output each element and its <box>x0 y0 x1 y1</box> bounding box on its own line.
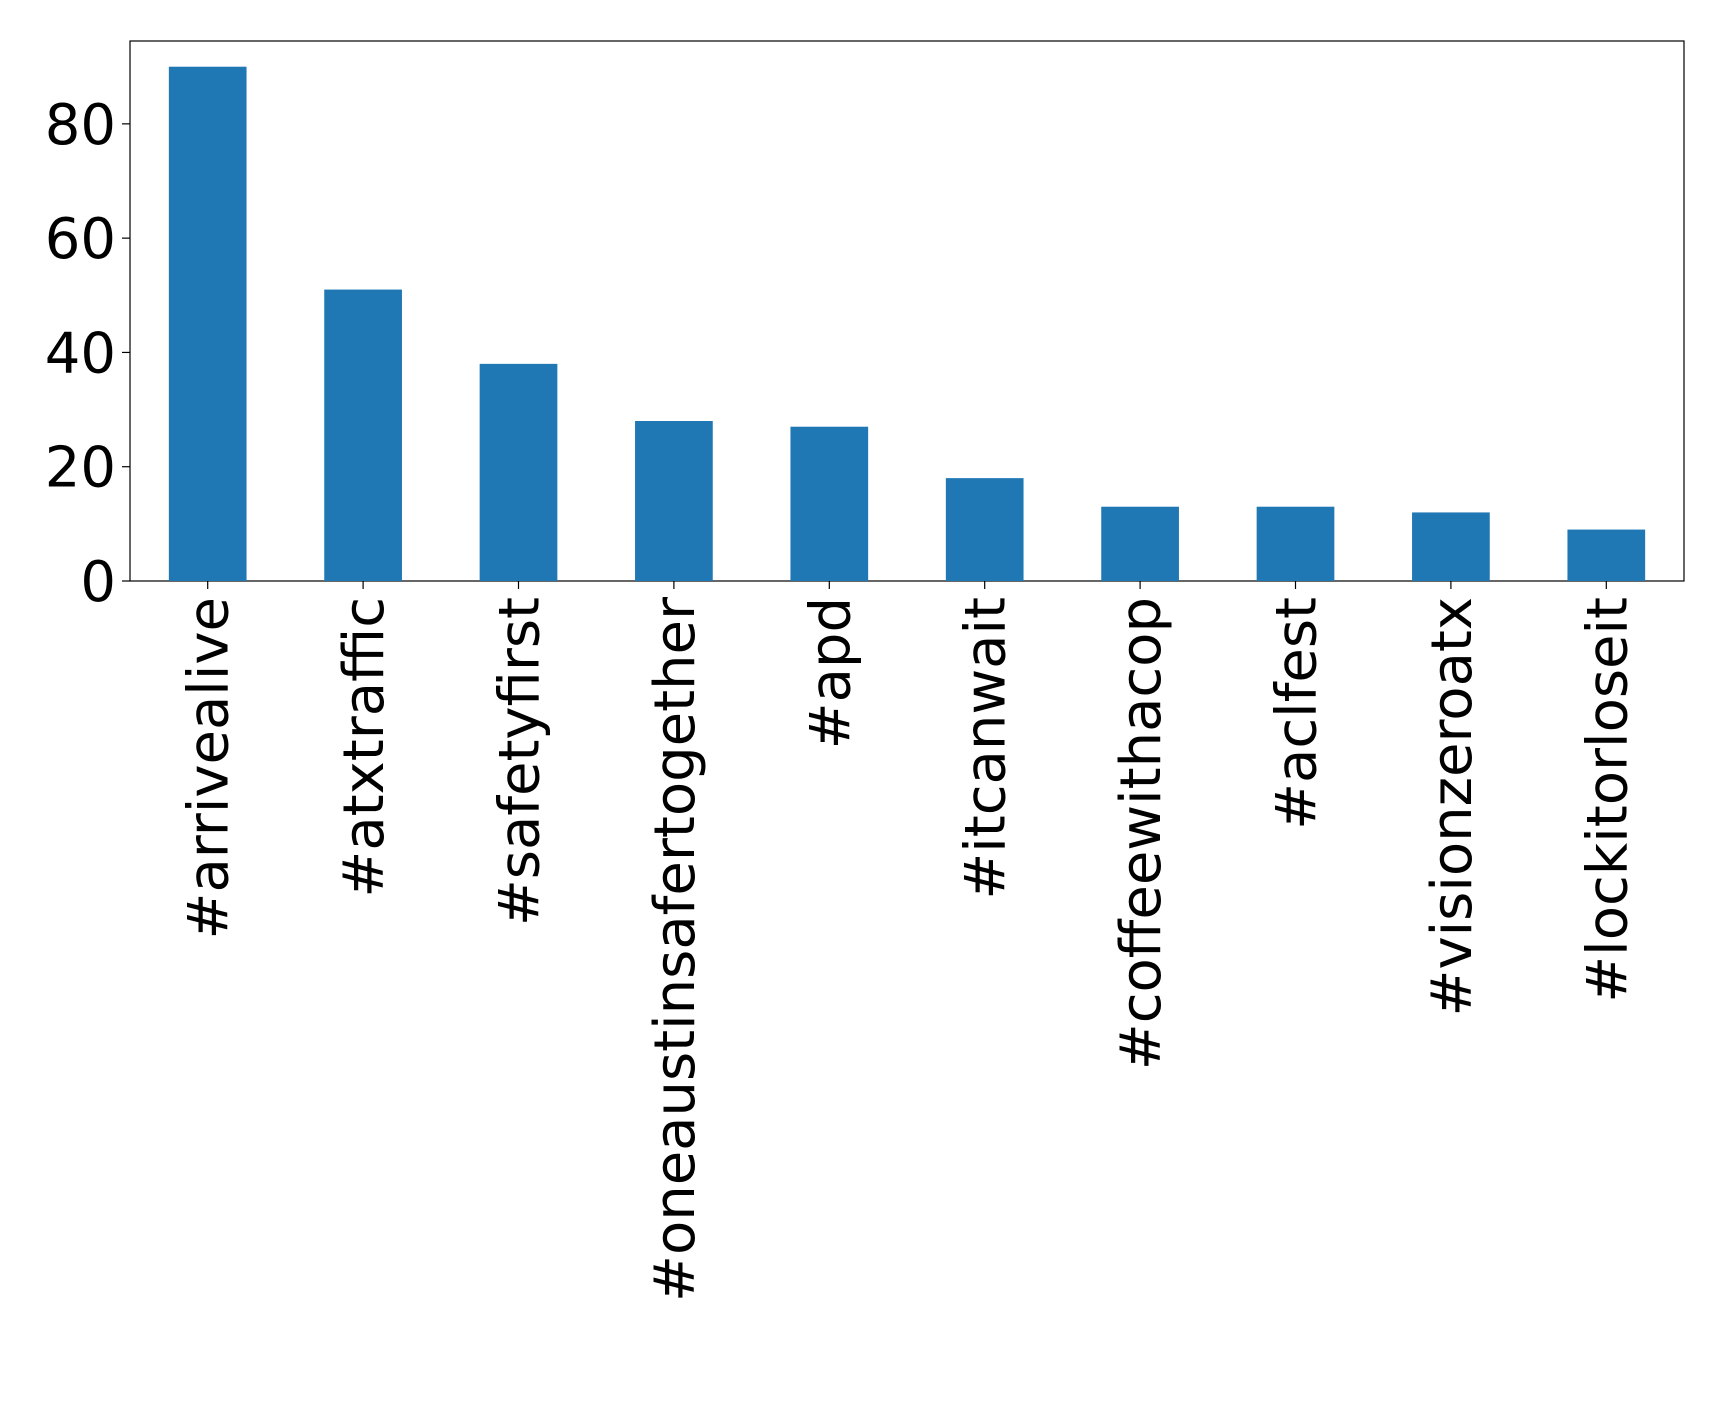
y-tick-label: 40 <box>45 321 116 386</box>
x-tick-label: #safetyfirst <box>488 597 553 926</box>
bar <box>635 421 713 581</box>
y-tick-label: 20 <box>45 436 116 501</box>
x-tick-label: #oneaustinsafertogether <box>643 596 708 1302</box>
x-tick-label: #aclfest <box>1265 597 1330 830</box>
x-tick-label: #visionzeroatx <box>1420 597 1485 1016</box>
x-tick-label: #apd <box>798 597 863 749</box>
bar <box>168 66 247 581</box>
x-tick-label: #itcanwait <box>954 597 1019 900</box>
bar <box>790 426 869 581</box>
x-tick-label: #lockitorloseit <box>1575 597 1640 1003</box>
bar <box>1412 512 1490 581</box>
x-tick-label: #atxtraffic <box>332 597 397 898</box>
y-tick-label: 60 <box>45 207 116 272</box>
bar <box>1567 529 1646 581</box>
bar <box>945 478 1024 581</box>
y-tick-label: 0 <box>80 550 116 615</box>
x-tick-label: #arrivealive <box>177 597 242 939</box>
bar <box>324 289 402 581</box>
bar <box>1256 506 1335 581</box>
bar <box>1101 506 1179 581</box>
x-tick-label: #coffeewithacop <box>1109 597 1174 1070</box>
y-tick-label: 80 <box>45 93 116 158</box>
plot-frame <box>129 40 1685 582</box>
bar <box>479 363 558 581</box>
